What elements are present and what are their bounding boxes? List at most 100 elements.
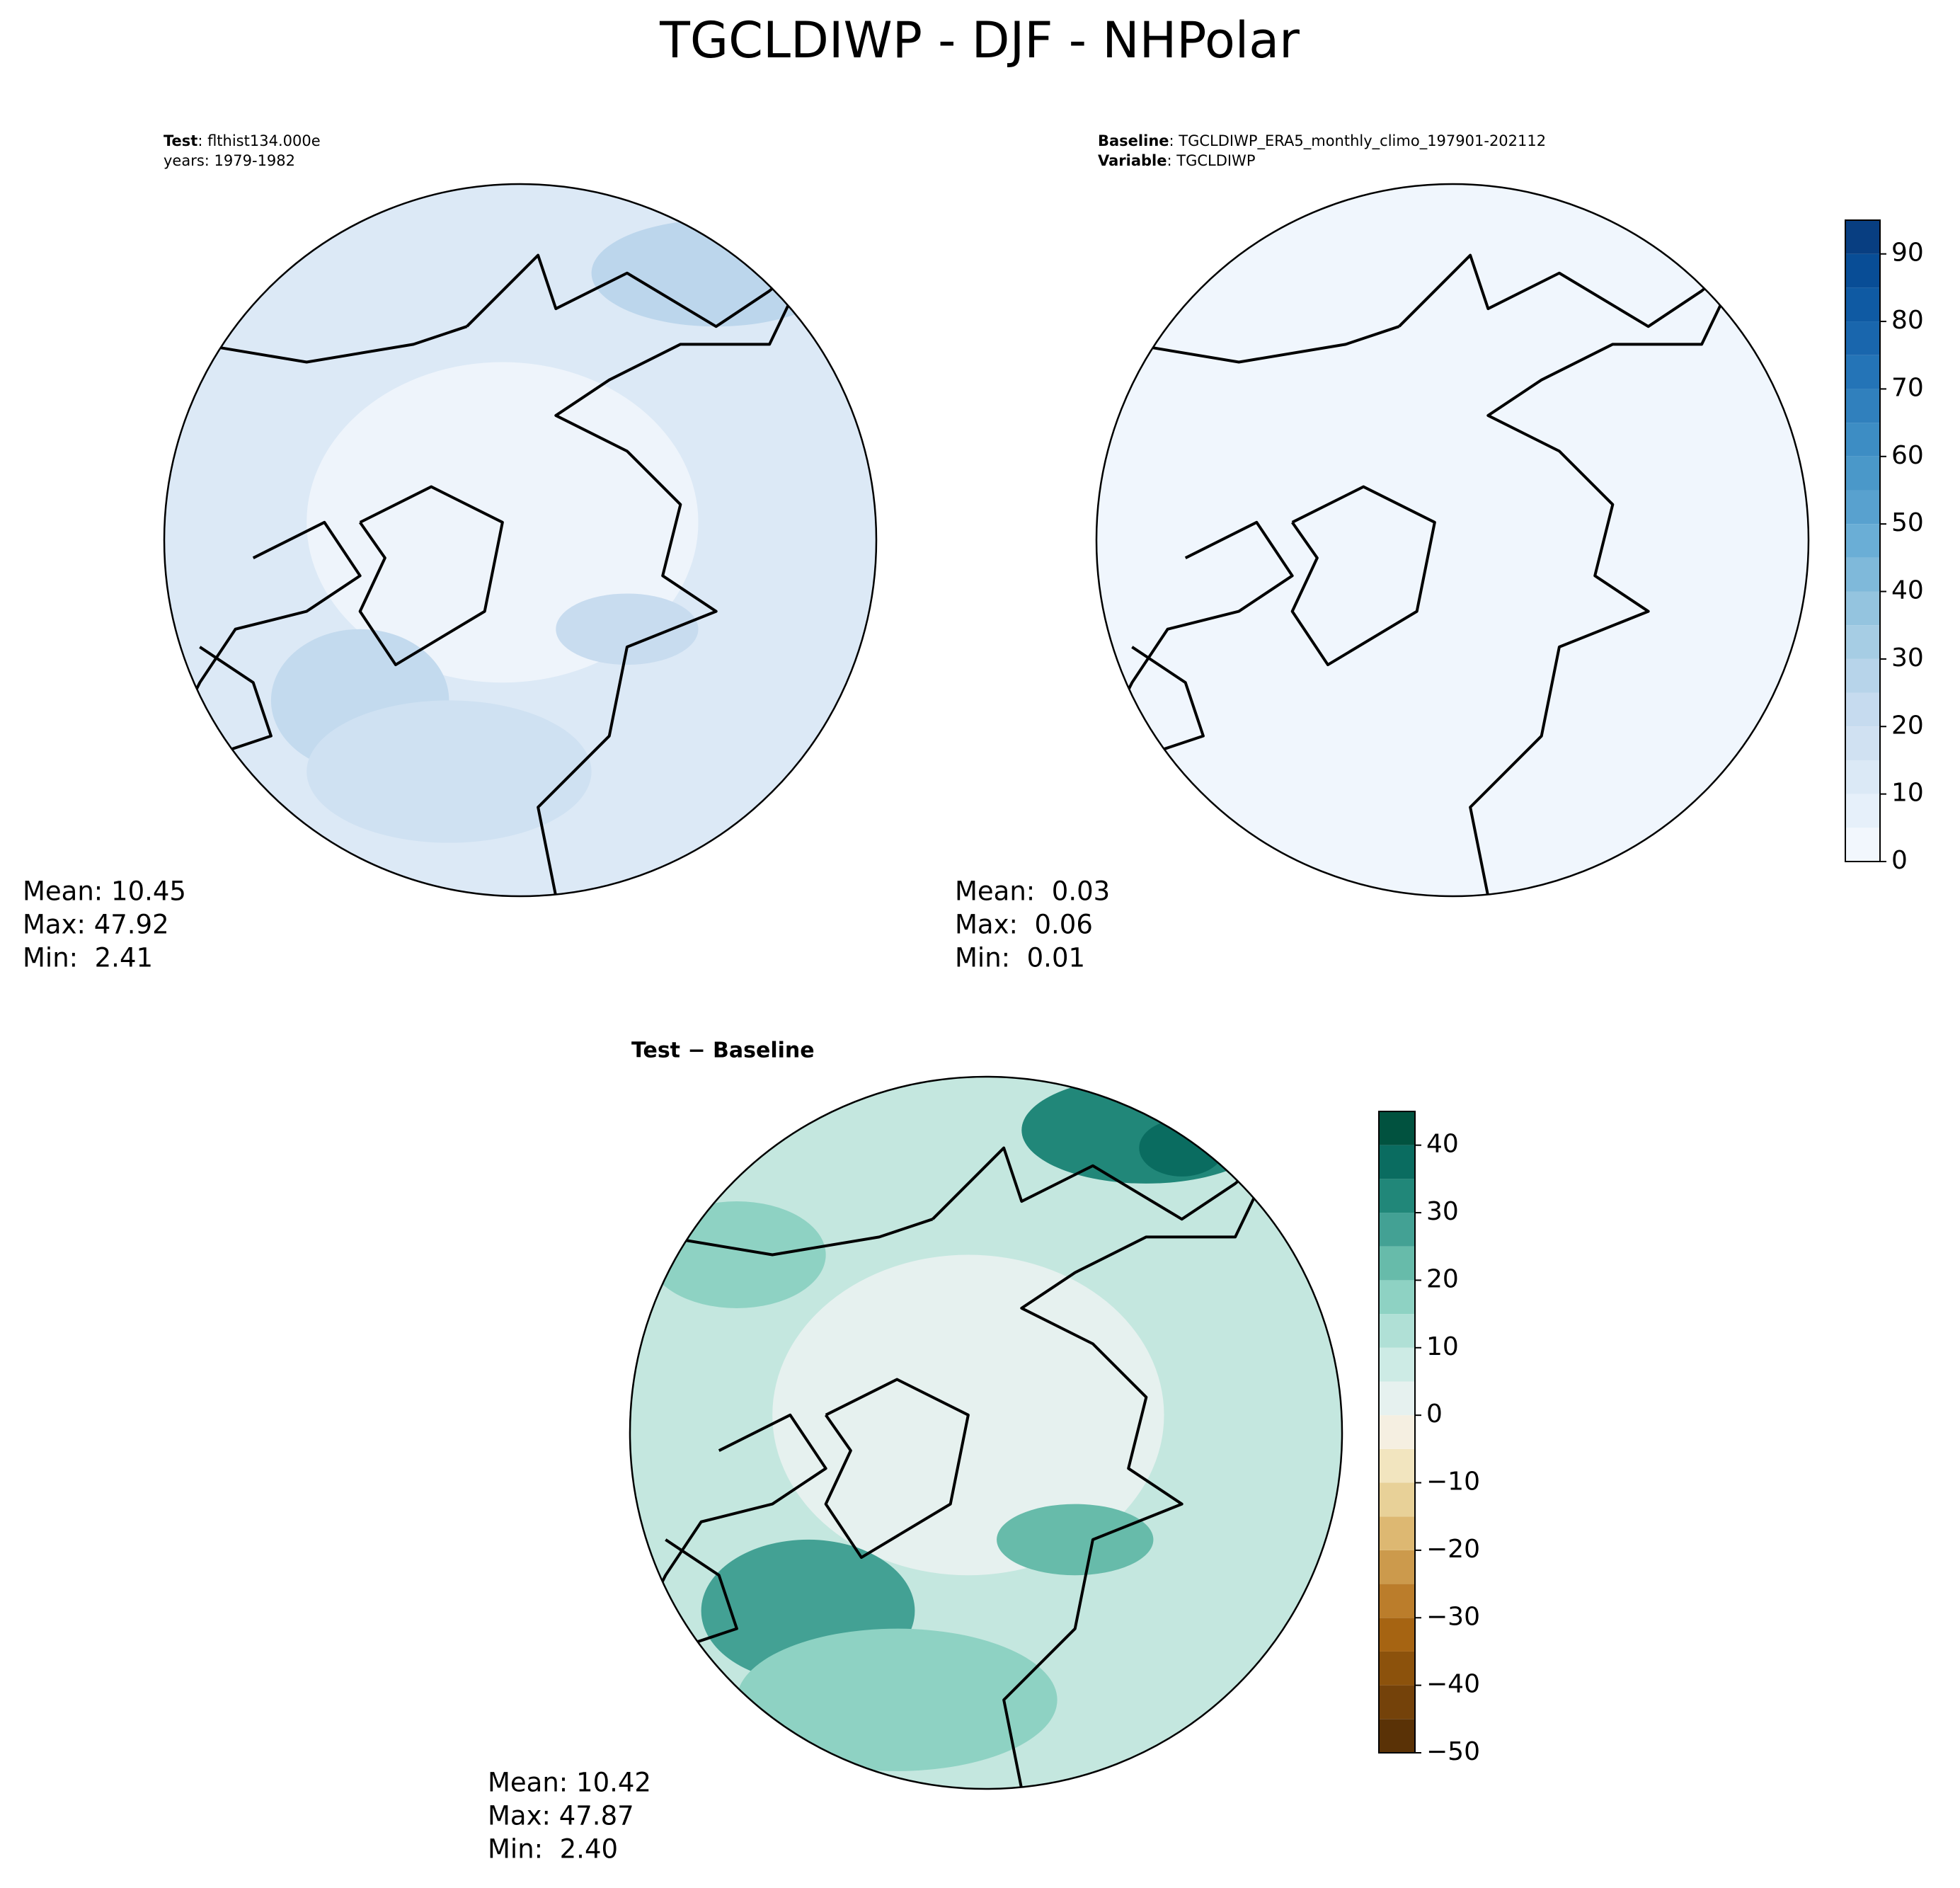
coastline xyxy=(358,485,504,667)
colorbar-band xyxy=(1845,287,1880,322)
colorbar-band xyxy=(1379,1179,1415,1213)
coastline xyxy=(824,1378,970,1560)
colorbar-band xyxy=(1379,1550,1415,1584)
colorbar-band xyxy=(1379,1448,1415,1483)
colorbar-frame xyxy=(1845,219,1881,862)
panel-header: Baseline: TGCLDIWP_ERA5_monthly_climo_19… xyxy=(1098,132,1546,150)
colorbar-band xyxy=(1379,1516,1415,1550)
map-field xyxy=(1096,184,1809,896)
colorbar-tick-label: −30 xyxy=(1426,1602,1480,1631)
colorbar-frame xyxy=(1378,1111,1416,1753)
coastline xyxy=(665,1218,934,1257)
coastline xyxy=(1131,325,1400,364)
map-border xyxy=(163,183,878,898)
map-shade xyxy=(1021,1077,1271,1184)
colorbar-band xyxy=(1845,625,1880,659)
colorbar-tick-label: 60 xyxy=(1891,441,1924,470)
colorbar-tick-label: −40 xyxy=(1426,1670,1480,1699)
colorbar-tick-label: 0 xyxy=(1891,846,1908,875)
colorbar-band xyxy=(1379,1314,1415,1348)
colorbar-tick-label: 40 xyxy=(1426,1130,1459,1159)
coastline xyxy=(646,1413,827,1612)
colorbar-band xyxy=(1379,1584,1415,1618)
coastline xyxy=(466,253,814,896)
stat-line: Mean: 0.03 xyxy=(955,876,1110,907)
colorbar-band xyxy=(1845,355,1880,389)
colorbar-tick-label: 50 xyxy=(1891,508,1924,537)
header-key: Test xyxy=(164,132,197,149)
coastline xyxy=(1131,646,1205,755)
colorbar-tick-label: −10 xyxy=(1426,1468,1480,1497)
colorbar-band xyxy=(1379,1347,1415,1382)
colorbar-band xyxy=(1379,1280,1415,1315)
coastline xyxy=(1113,520,1294,719)
map-shade xyxy=(1139,1119,1225,1177)
colorbar-band xyxy=(1379,1381,1415,1416)
colorbar-tick-label: 80 xyxy=(1891,306,1924,335)
coastline xyxy=(932,1146,1280,1789)
colorbar-band xyxy=(1845,591,1880,626)
map-border xyxy=(1095,183,1810,898)
colorbar-tick-label: 10 xyxy=(1891,779,1924,808)
map-border xyxy=(629,1075,1343,1790)
map-panel: Baseline: TGCLDIWP_ERA5_monthly_climo_19… xyxy=(955,132,1924,973)
colorbar-tick-label: 70 xyxy=(1891,373,1924,402)
header-text: : flthist134.000e xyxy=(197,132,320,149)
stat-line: Mean: 10.45 xyxy=(23,876,186,907)
colorbar-band xyxy=(1845,557,1880,592)
stat-line: Min: 2.41 xyxy=(23,943,153,973)
coastline xyxy=(1398,253,1746,896)
stat-line: Max: 47.87 xyxy=(488,1801,634,1831)
colorbar-tick-label: 20 xyxy=(1891,711,1924,740)
colorbar-band xyxy=(1379,1651,1415,1686)
stat-line: Mean: 10.42 xyxy=(488,1768,651,1798)
colorbar-band xyxy=(1379,1111,1415,1145)
panel-header: years: 1979-1982 xyxy=(164,152,295,169)
colorbar-band xyxy=(1379,1482,1415,1517)
map-shade xyxy=(556,593,699,665)
coastline xyxy=(1290,485,1436,667)
colorbar-band xyxy=(1379,1213,1415,1247)
colorbar-tick-label: 30 xyxy=(1891,643,1924,673)
colorbar-tick-label: 90 xyxy=(1891,239,1924,268)
header-text: years: 1979-1982 xyxy=(164,152,295,169)
colorbar-band xyxy=(1845,794,1880,828)
colorbar-band xyxy=(1379,1719,1415,1753)
figure-title: TGCLDIWP - DJF - NHPolar xyxy=(659,11,1300,69)
header-key: Variable xyxy=(1098,152,1167,169)
colorbar-band xyxy=(1845,726,1880,760)
coastline xyxy=(199,325,468,364)
panel-title: Test − Baseline xyxy=(631,1039,815,1063)
map-field xyxy=(164,184,876,896)
colorbar-band xyxy=(1845,456,1880,491)
colorbar-band xyxy=(1379,1145,1415,1179)
colorbar-band xyxy=(1379,1685,1415,1720)
colorbar-band xyxy=(1845,692,1880,727)
coastline xyxy=(199,646,273,755)
colorbar-band xyxy=(1845,220,1880,254)
colorbar-band xyxy=(1845,389,1880,423)
stat-line: Min: 2.40 xyxy=(488,1834,618,1865)
header-key: Baseline xyxy=(1098,132,1169,149)
colorbar-tick-label: 30 xyxy=(1426,1197,1459,1226)
colorbar-band xyxy=(1845,423,1880,457)
header-text: : TGCLDIWP xyxy=(1167,152,1255,169)
header-text: : TGCLDIWP_ERA5_monthly_climo_197901-202… xyxy=(1169,132,1547,150)
colorbar-band xyxy=(1845,253,1880,288)
colorbar-tick-label: 20 xyxy=(1426,1264,1459,1293)
colorbar-tick-label: 40 xyxy=(1891,576,1924,605)
colorbar-tick-label: −50 xyxy=(1426,1737,1480,1766)
panel-header: Test: flthist134.000e xyxy=(164,132,321,149)
stat-line: Max: 47.92 xyxy=(23,910,169,940)
coastline xyxy=(180,520,362,719)
map-shade xyxy=(997,1504,1154,1576)
stat-line: Max: 0.06 xyxy=(955,910,1093,940)
map-shade xyxy=(736,1628,1058,1771)
colorbar-band xyxy=(1845,828,1880,862)
colorbar-band xyxy=(1845,524,1880,558)
colorbar-band xyxy=(1379,1415,1415,1449)
colorbar-band xyxy=(1845,658,1880,693)
